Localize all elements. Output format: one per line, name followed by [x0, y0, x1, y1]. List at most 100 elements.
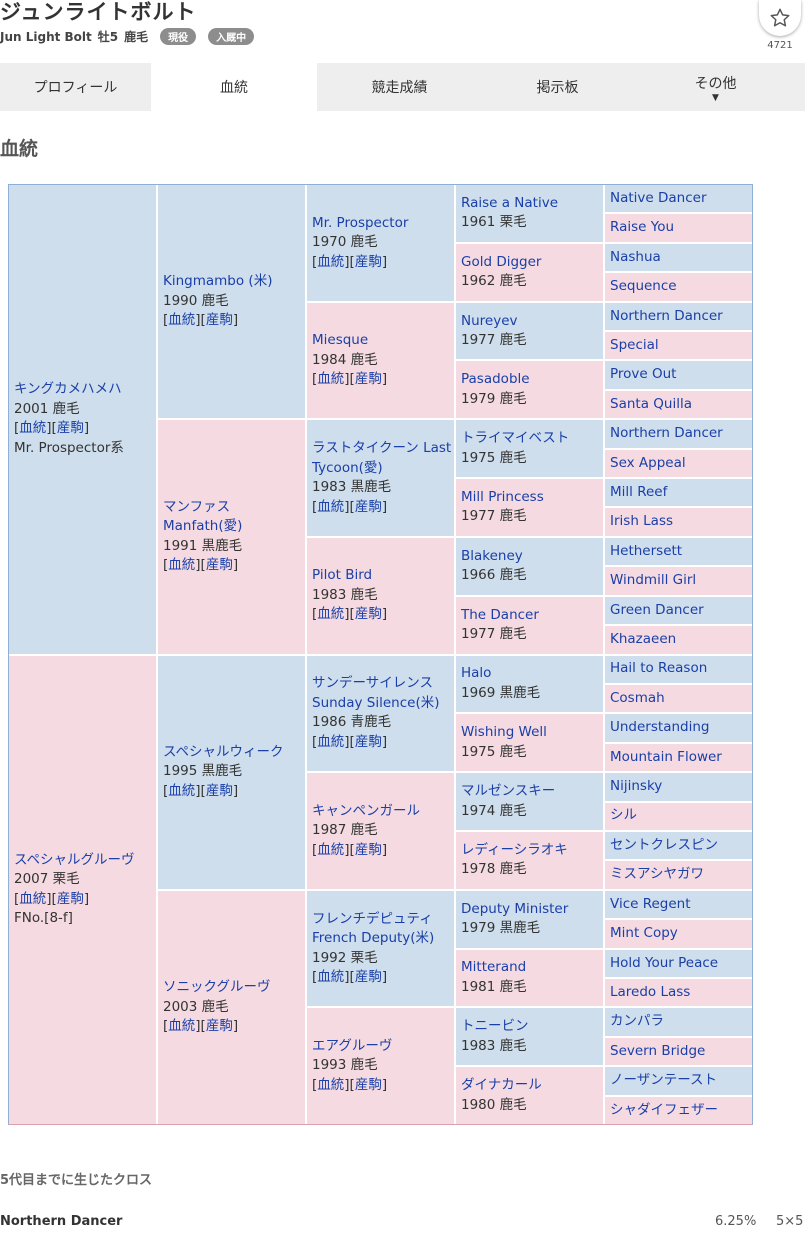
- horse-name-link[interactable]: カンパラ: [610, 1013, 664, 1030]
- horse-name-link[interactable]: Mr. Prospector: [312, 214, 409, 231]
- horse-name-link[interactable]: スペシャルグルーヴ: [14, 851, 135, 868]
- horse-name-link[interactable]: セントクレスピン: [610, 836, 718, 853]
- pedigree-cell-gen5: Irish Lass: [604, 507, 753, 537]
- horse-name-link[interactable]: Green Dancer: [610, 601, 704, 618]
- tab-other[interactable]: その他 ▼: [633, 63, 798, 111]
- horse-name-link[interactable]: Mill Princess: [461, 488, 544, 505]
- blood-link[interactable]: 血統: [317, 606, 345, 623]
- horse-name-link[interactable]: キャンペンガール: [312, 802, 420, 819]
- produce-link[interactable]: 産駒: [354, 733, 382, 750]
- produce-link[interactable]: 産駒: [56, 890, 84, 907]
- horse-name-link[interactable]: Halo: [461, 665, 492, 682]
- horse-name-link[interactable]: Kingmambo (米): [163, 273, 273, 290]
- produce-link[interactable]: 産駒: [56, 420, 84, 437]
- horse-name-link[interactable]: Prove Out: [610, 366, 677, 383]
- horse-name-link[interactable]: キングカメハメハ: [14, 381, 122, 398]
- horse-name-link[interactable]: Nashua: [610, 248, 661, 265]
- horse-name-link[interactable]: Cosmah: [610, 689, 665, 706]
- blood-link[interactable]: 血統: [168, 782, 196, 799]
- produce-link[interactable]: 産駒: [354, 606, 382, 623]
- horse-name-link[interactable]: Northern Dancer: [610, 307, 723, 324]
- horse-name-link[interactable]: ダイナカール: [461, 1077, 542, 1094]
- horse-name-link[interactable]: シル: [610, 807, 637, 824]
- horse-name-link[interactable]: Hail to Reason: [610, 660, 708, 677]
- horse-name-link[interactable]: Vice Regent: [610, 895, 691, 912]
- horse-name-link[interactable]: Deputy Minister: [461, 900, 569, 917]
- horse-name-link[interactable]: Sex Appeal: [610, 454, 686, 471]
- horse-name-link[interactable]: Mill Reef: [610, 484, 668, 501]
- cross-horse-name[interactable]: Northern Dancer: [0, 1214, 123, 1229]
- horse-name-link[interactable]: Raise You: [610, 219, 675, 236]
- blood-link[interactable]: 血統: [168, 557, 196, 574]
- horse-name-link[interactable]: Pilot Bird: [312, 567, 373, 584]
- produce-link[interactable]: 産駒: [354, 1076, 382, 1093]
- horse-name-link[interactable]: Sequence: [610, 278, 677, 295]
- blood-link[interactable]: 血統: [317, 733, 345, 750]
- horse-name-link[interactable]: スペシャルウィーク: [163, 743, 284, 760]
- blood-link[interactable]: 血統: [317, 371, 345, 388]
- blood-link[interactable]: 血統: [317, 969, 345, 986]
- horse-name-link[interactable]: ミスアシヤガワ: [610, 866, 704, 883]
- blood-link[interactable]: 血統: [317, 253, 345, 270]
- blood-link[interactable]: 血統: [168, 1018, 196, 1035]
- produce-link[interactable]: 産駒: [354, 969, 382, 986]
- favorite-button[interactable]: [759, 0, 801, 36]
- horse-name-link[interactable]: ソニックグルーヴ: [163, 979, 271, 996]
- horse-name-link[interactable]: Khazaeen: [610, 631, 677, 648]
- produce-link[interactable]: 産駒: [205, 557, 233, 574]
- horse-name-link[interactable]: Understanding: [610, 719, 710, 736]
- horse-name-link[interactable]: トライマイベスト: [461, 430, 570, 447]
- horse-name-link[interactable]: Pasadoble: [461, 371, 530, 388]
- horse-name-link[interactable]: ノーザンテースト: [610, 1072, 718, 1089]
- horse-name-link[interactable]: Miesque: [312, 332, 369, 349]
- horse-name-link[interactable]: Severn Bridge: [610, 1042, 706, 1059]
- horse-name-link[interactable]: Santa Quilla: [610, 395, 692, 412]
- horse-name-link[interactable]: Blakeney: [461, 547, 523, 564]
- horse-birth-color: 1966 鹿毛: [461, 567, 527, 584]
- produce-link[interactable]: 産駒: [354, 371, 382, 388]
- produce-link[interactable]: 産駒: [354, 841, 382, 858]
- horse-name-link[interactable]: Hold Your Peace: [610, 954, 719, 971]
- horse-name-link[interactable]: トニービン: [461, 1018, 529, 1035]
- horse-name-link[interactable]: エアグルーヴ: [312, 1037, 393, 1054]
- blood-link[interactable]: 血統: [19, 890, 47, 907]
- blood-link[interactable]: 血統: [168, 312, 196, 329]
- horse-name-link[interactable]: Gold Digger: [461, 253, 542, 270]
- horse-name-link[interactable]: Nijinsky: [610, 778, 663, 795]
- horse-name-link[interactable]: Windmill Girl: [610, 572, 697, 589]
- horse-name-link[interactable]: Laredo Lass: [610, 983, 691, 1000]
- horse-name-link[interactable]: Mitterand: [461, 959, 527, 976]
- blood-link[interactable]: 血統: [317, 1076, 345, 1093]
- horse-name-link[interactable]: シャダイフェザー: [610, 1101, 718, 1118]
- produce-link[interactable]: 産駒: [205, 782, 233, 799]
- horse-name-link[interactable]: ラストタイクーン Last Tycoon(愛): [312, 440, 452, 476]
- horse-name-link[interactable]: The Dancer: [461, 606, 539, 623]
- tab-race-results[interactable]: 競走成績: [317, 63, 482, 111]
- horse-name-link[interactable]: Irish Lass: [610, 513, 674, 530]
- tab-profile[interactable]: プロフィール: [0, 63, 151, 111]
- blood-link[interactable]: 血統: [19, 420, 47, 437]
- horse-name-link[interactable]: Native Dancer: [610, 189, 707, 206]
- tab-board[interactable]: 掲示板: [482, 63, 633, 111]
- horse-name-link[interactable]: Wishing Well: [461, 724, 547, 741]
- horse-name-link[interactable]: サンデーサイレンス Sunday Silence(米): [312, 675, 440, 711]
- horse-name-link[interactable]: Raise a Native: [461, 194, 559, 211]
- horse-name-link[interactable]: フレンチデピュティ French Deputy(米): [312, 910, 435, 947]
- produce-link[interactable]: 産駒: [354, 498, 382, 515]
- horse-name-link[interactable]: Special: [610, 336, 659, 353]
- horse-name-link[interactable]: Mint Copy: [610, 925, 678, 942]
- horse-name-link[interactable]: Nureyev: [461, 312, 518, 329]
- horse-name-link[interactable]: マルゼンスキー: [461, 783, 556, 800]
- horse-name-link[interactable]: Mountain Flower: [610, 748, 722, 765]
- horse-name-link[interactable]: Hethersett: [610, 542, 683, 559]
- horse-birth-color: 2003 鹿毛: [163, 998, 229, 1015]
- blood-link[interactable]: 血統: [317, 841, 345, 858]
- produce-link[interactable]: 産駒: [205, 1018, 233, 1035]
- produce-link[interactable]: 産駒: [354, 253, 382, 270]
- tab-pedigree[interactable]: 血統: [151, 63, 317, 111]
- horse-name-link[interactable]: Northern Dancer: [610, 425, 723, 442]
- produce-link[interactable]: 産駒: [205, 312, 233, 329]
- horse-name-link[interactable]: マンファス Manfath(愛): [163, 498, 243, 535]
- horse-name-link[interactable]: レディーシラオキ: [461, 841, 568, 858]
- blood-link[interactable]: 血統: [317, 498, 345, 515]
